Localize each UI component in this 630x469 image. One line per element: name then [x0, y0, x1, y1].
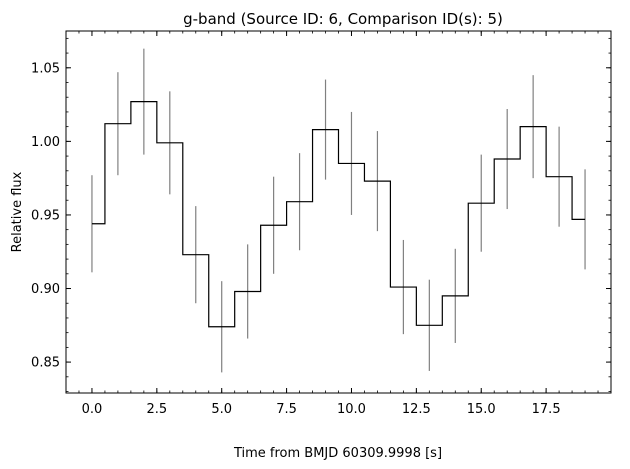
y-tick-label: 1.05: [31, 61, 60, 76]
x-tick-label: 5.0: [211, 402, 232, 417]
x-tick-label: 12.5: [402, 402, 431, 417]
x-tick-label: 7.5: [276, 402, 297, 417]
y-tick-label: 1.00: [31, 135, 60, 150]
x-tick-label: 17.5: [532, 402, 561, 417]
x-axis-label: Time from BMJD 60309.9998 [s]: [233, 446, 442, 461]
y-axis: 0.85 0.90 0.95 1.00 1.05: [31, 37, 611, 392]
x-tick-label: 15.0: [467, 402, 496, 417]
plot-frame: [65, 30, 612, 394]
x-tick-label: 10.0: [337, 402, 366, 417]
x-tick-label: 0.0: [82, 402, 103, 417]
plot-area: [91, 48, 586, 373]
chart-title: g-band (Source ID: 6, Comparison ID(s): …: [183, 10, 503, 28]
x-tick-label: 2.5: [146, 402, 167, 417]
y-axis-label: Relative flux: [10, 171, 25, 252]
x-axis: 0.0 2.5 5.0 7.5 10.0 12.5 15.0 17.5: [78, 31, 599, 417]
y-tick-label: 0.95: [31, 208, 60, 223]
y-tick-label: 0.85: [31, 356, 60, 371]
flux-step-line: [91, 101, 586, 328]
y-tick-label: 0.90: [31, 282, 60, 297]
